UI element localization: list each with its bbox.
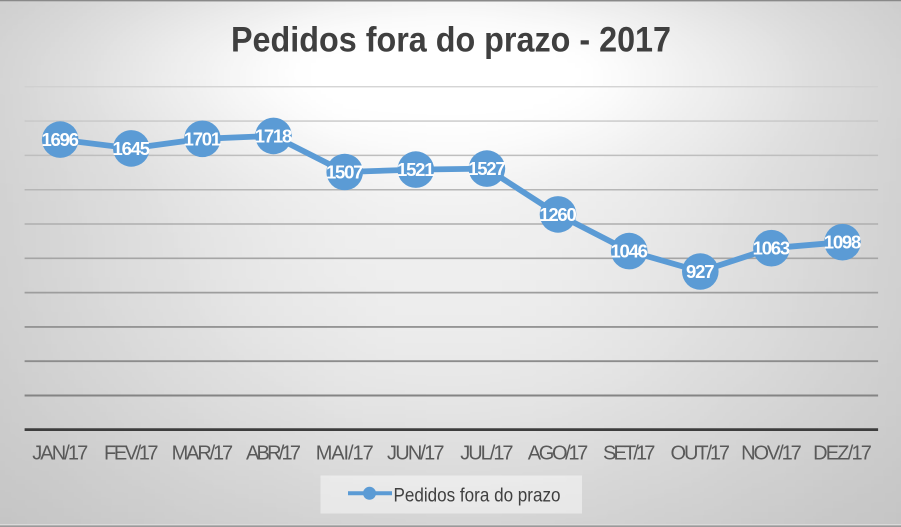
svg-text:1645: 1645	[113, 138, 151, 159]
svg-text:1260: 1260	[539, 204, 577, 225]
svg-text:1521: 1521	[397, 159, 435, 180]
svg-text:DEZ/17: DEZ/17	[813, 442, 872, 464]
svg-text:Pedidos fora do prazo - 2017: Pedidos fora do prazo - 2017	[231, 20, 671, 59]
svg-text:1527: 1527	[468, 158, 506, 179]
svg-text:JUL/17: JUL/17	[460, 442, 513, 464]
svg-text:MAR/17: MAR/17	[172, 442, 234, 464]
svg-text:1063: 1063	[753, 238, 791, 259]
svg-text:AGO/17: AGO/17	[528, 442, 588, 464]
svg-text:MAI/17: MAI/17	[316, 442, 374, 464]
svg-text:1696: 1696	[41, 129, 78, 150]
svg-text:1718: 1718	[255, 125, 293, 146]
svg-text:1046: 1046	[610, 241, 648, 262]
svg-text:ABR/17: ABR/17	[246, 442, 301, 464]
svg-text:OUT/17: OUT/17	[671, 442, 731, 464]
svg-text:JAN/17: JAN/17	[32, 442, 88, 464]
svg-text:1098: 1098	[824, 232, 862, 253]
svg-text:Pedidos fora do prazo: Pedidos fora do prazo	[394, 485, 561, 506]
svg-text:SET/17: SET/17	[603, 442, 655, 464]
svg-text:NOV/17: NOV/17	[741, 442, 802, 464]
svg-text:FEV/17: FEV/17	[104, 442, 159, 464]
svg-text:JUN/17: JUN/17	[387, 442, 445, 464]
svg-text:1701: 1701	[184, 128, 222, 149]
svg-text:1507: 1507	[326, 162, 364, 183]
svg-text:927: 927	[686, 261, 715, 282]
